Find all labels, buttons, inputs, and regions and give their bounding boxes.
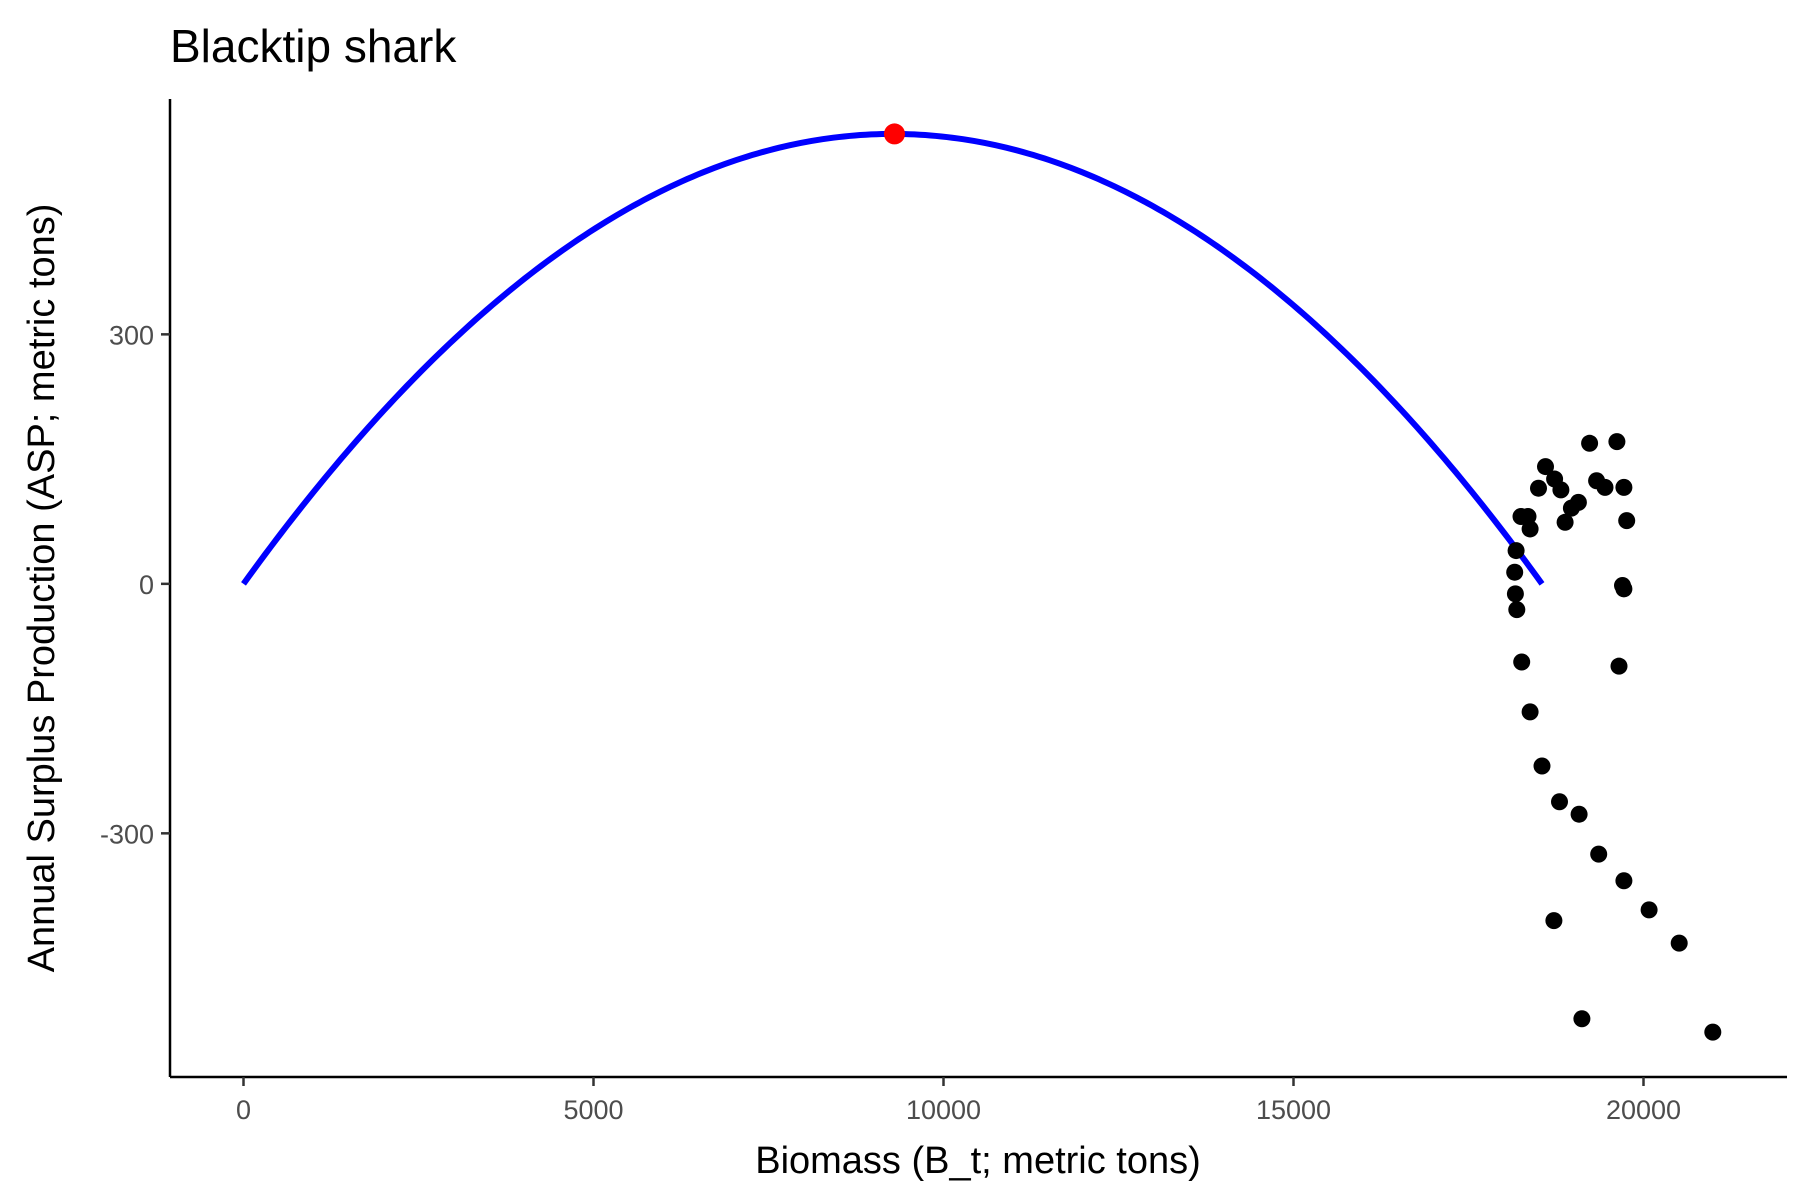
data-point xyxy=(1670,934,1688,952)
data-point xyxy=(1608,433,1626,451)
y-tick-label: -300 xyxy=(100,819,154,849)
data-point xyxy=(1507,542,1525,560)
data-point xyxy=(1551,793,1568,811)
data-point xyxy=(1640,901,1658,919)
data-point xyxy=(1596,478,1614,496)
data-point xyxy=(1506,563,1524,581)
y-tick-label: 300 xyxy=(109,320,154,350)
data-point xyxy=(1545,912,1563,930)
data-point xyxy=(1556,513,1574,531)
x-tick-label: 5000 xyxy=(563,1095,623,1125)
data-point xyxy=(1615,872,1633,890)
x-tick-label: 10000 xyxy=(906,1095,981,1125)
x-tick-label: 0 xyxy=(236,1095,251,1125)
data-point xyxy=(1610,657,1628,675)
x-axis-title: Biomass (B_t; metric tons) xyxy=(755,1140,1201,1182)
data-point xyxy=(1513,653,1531,671)
data-point xyxy=(1506,585,1524,603)
data-point xyxy=(1573,1010,1591,1028)
data-point xyxy=(1570,805,1588,823)
data-point xyxy=(1569,493,1587,511)
data-point xyxy=(1590,845,1608,863)
data-point xyxy=(1552,481,1570,499)
production-curve xyxy=(241,130,1545,586)
x-axis-ticks: 0 5000 10000 15000 20000 xyxy=(236,1077,1681,1125)
curve-layer xyxy=(241,130,1545,586)
y-axis-ticks: -300 0 300 xyxy=(100,320,170,849)
data-point xyxy=(1521,520,1539,538)
data-point xyxy=(1537,458,1554,476)
peak-layer xyxy=(884,123,905,145)
data-point xyxy=(1519,507,1537,525)
y-axis-title: Annual Surplus Production (ASP; metric t… xyxy=(21,204,63,973)
data-point xyxy=(1530,479,1547,497)
x-tick-label: 20000 xyxy=(1606,1095,1681,1125)
y-tick-label: 0 xyxy=(139,570,154,600)
msy-point xyxy=(884,123,905,145)
data-point xyxy=(1581,434,1599,452)
points-layer xyxy=(1506,433,1722,1041)
data-point xyxy=(1508,601,1526,619)
data-point xyxy=(1533,757,1551,775)
data-point xyxy=(1615,580,1633,598)
data-point xyxy=(1521,703,1539,721)
x-tick-label: 15000 xyxy=(1256,1095,1331,1125)
chart-title: Blacktip shark xyxy=(170,20,457,72)
data-point xyxy=(1615,478,1633,496)
data-point xyxy=(1618,512,1636,530)
data-point xyxy=(1704,1023,1722,1041)
